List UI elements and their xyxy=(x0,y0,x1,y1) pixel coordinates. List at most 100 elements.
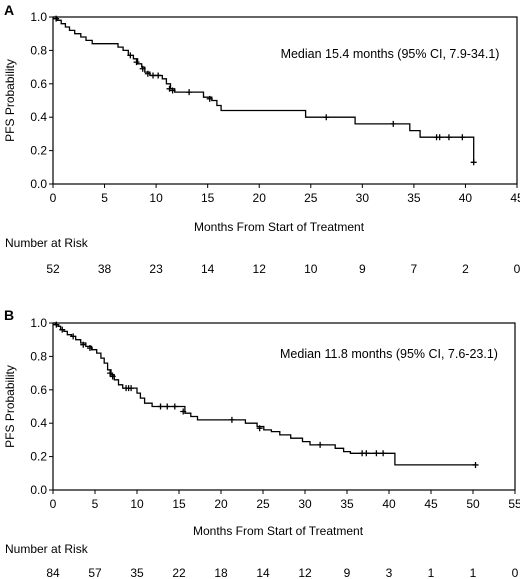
censor-mark xyxy=(317,441,324,448)
censor-mark xyxy=(164,403,171,410)
censor-mark xyxy=(472,461,479,468)
risk-count: 35 xyxy=(130,566,144,579)
censor-mark xyxy=(445,134,452,141)
censor-mark xyxy=(380,450,387,457)
risk-count: 23 xyxy=(149,262,163,276)
risk-table-title: Number at Risk xyxy=(5,542,89,556)
censor-mark xyxy=(180,408,187,415)
y-tick-label: 0.6 xyxy=(30,383,47,397)
censor-mark xyxy=(436,134,443,141)
risk-count: 57 xyxy=(88,566,102,579)
risk-count: 14 xyxy=(201,262,215,276)
risk-count: 3 xyxy=(386,566,393,579)
risk-count: 12 xyxy=(298,566,312,579)
censor-mark xyxy=(155,72,162,79)
censor-mark xyxy=(256,425,263,432)
censor-mark xyxy=(70,333,77,340)
panel-letter: A xyxy=(4,2,14,18)
y-tick-label: 0.0 xyxy=(30,483,47,497)
censor-mark xyxy=(206,95,213,102)
risk-count: 38 xyxy=(98,262,112,276)
x-tick-label: 55 xyxy=(508,497,520,511)
censor-mark xyxy=(169,87,176,94)
y-tick-label: 0.2 xyxy=(30,450,47,464)
risk-count: 14 xyxy=(256,566,270,579)
x-tick-label: 0 xyxy=(50,191,57,205)
risk-count: 7 xyxy=(411,262,418,276)
risk-count: 2 xyxy=(462,262,469,276)
risk-count: 9 xyxy=(359,262,366,276)
x-tick-label: 10 xyxy=(149,191,163,205)
risk-count: 22 xyxy=(172,566,186,579)
x-tick-label: 5 xyxy=(92,497,99,511)
km-curve xyxy=(53,16,475,163)
censor-mark xyxy=(150,72,157,79)
plot-frame xyxy=(52,16,518,185)
y-tick-label: 1.0 xyxy=(30,10,47,24)
censor-mark xyxy=(459,134,466,141)
x-tick-label: 25 xyxy=(256,497,270,511)
plot-frame xyxy=(52,322,516,491)
median-annotation: Median 11.8 months (95% CI, 7.6-23.1) xyxy=(280,347,498,361)
risk-count: 1 xyxy=(470,566,477,579)
x-tick-label: 15 xyxy=(172,497,186,511)
y-tick-label: 1.0 xyxy=(30,316,47,330)
censor-mark xyxy=(86,345,93,352)
risk-count: 0 xyxy=(514,262,520,276)
censor-mark xyxy=(128,385,135,392)
x-tick-label: 20 xyxy=(214,497,228,511)
panel-b: B0.00.20.40.60.81.00 5 10 15 20 25 30 35 40 45 50 5… xyxy=(3,307,520,579)
risk-table-title: Number at Risk xyxy=(5,236,89,250)
x-tick-label: 30 xyxy=(298,497,312,511)
panel-a: A0.00.20.40.60.81.0051015202530354045PFS… xyxy=(3,2,520,276)
y-tick-label: 0.2 xyxy=(30,144,47,158)
x-tick-label: 45 xyxy=(510,191,520,205)
panel-letter: B xyxy=(4,307,14,323)
censor-mark xyxy=(186,89,193,96)
y-tick-label: 0.4 xyxy=(30,416,47,430)
censor-mark xyxy=(133,59,140,66)
censor-mark xyxy=(53,321,60,328)
y-tick-label: 0.8 xyxy=(30,43,47,57)
x-tick-label: 15 xyxy=(201,191,215,205)
risk-count: 18 xyxy=(214,566,228,579)
y-axis-title: PFS Probability xyxy=(3,365,17,448)
censor-mark xyxy=(228,416,235,423)
y-tick-label: 0.6 xyxy=(30,77,47,91)
censor-mark xyxy=(80,341,87,348)
risk-count: 12 xyxy=(253,262,267,276)
x-tick-label: 10 xyxy=(130,497,144,511)
y-axis-title: PFS Probability xyxy=(3,59,17,142)
censor-mark xyxy=(166,85,173,92)
censor-mark xyxy=(157,403,164,410)
x-tick-label: 35 xyxy=(407,191,421,205)
y-tick-label: 0.4 xyxy=(30,110,47,124)
x-tick-label: 40 xyxy=(459,191,473,205)
censor-mark xyxy=(139,65,146,72)
x-tick-label: 35 xyxy=(340,497,354,511)
censor-mark xyxy=(373,450,380,457)
x-axis-title: Months From Start of Treatment xyxy=(194,220,365,234)
risk-count: 1 xyxy=(428,566,435,579)
y-tick-label: 0.8 xyxy=(30,349,47,363)
y-tick-label: 0.0 xyxy=(30,177,47,191)
x-tick-label: 0 xyxy=(50,497,57,511)
censor-mark xyxy=(323,114,330,121)
x-tick-label: 20 xyxy=(253,191,267,205)
x-tick-label: 50 xyxy=(466,497,480,511)
censor-mark xyxy=(59,326,66,333)
risk-count: 10 xyxy=(304,262,318,276)
censor-mark xyxy=(109,373,116,380)
censor-mark xyxy=(390,120,397,127)
censor-mark xyxy=(470,159,477,166)
risk-count: 0 xyxy=(512,566,519,579)
km-curve xyxy=(53,322,476,466)
risk-count: 52 xyxy=(46,262,60,276)
censor-mark xyxy=(127,52,134,59)
x-tick-label: 30 xyxy=(356,191,370,205)
censor-mark xyxy=(53,15,60,22)
censor-mark xyxy=(107,370,114,377)
median-annotation: Median 15.4 months (95% CI, 7.9-34.1) xyxy=(281,47,500,61)
censor-mark xyxy=(363,450,370,457)
